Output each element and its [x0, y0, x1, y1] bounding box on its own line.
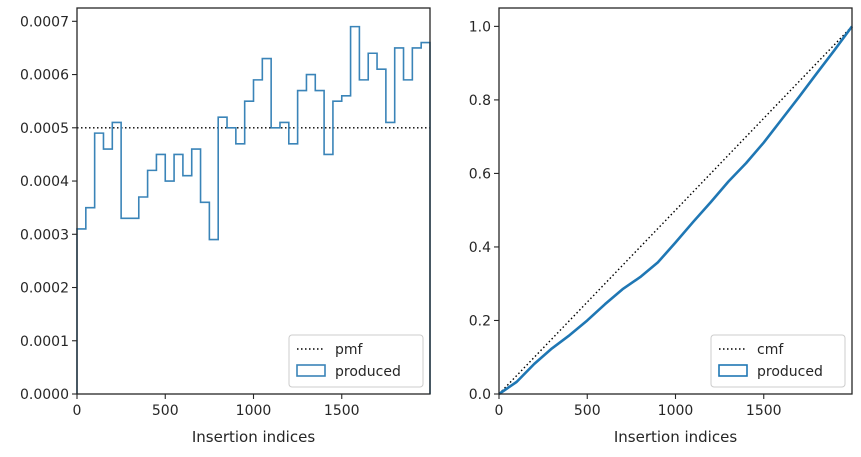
x-tick-label: 500 [574, 403, 601, 419]
left-chart-pmf: 0 500 1000 1500 0.0000 0.0001 0.0002 0.0003 0.00… [20, 7, 431, 446]
y-tick-label: 0.0005 [20, 121, 69, 137]
x-tick-label: 1000 [236, 403, 272, 419]
y-tick-label: 0.4 [469, 240, 491, 256]
y-tick-label: 0.6 [469, 166, 491, 182]
y-tick-label: 0.0000 [20, 387, 69, 403]
x-tick-label: 500 [152, 403, 179, 419]
y-tick-label: 0.0003 [20, 227, 69, 243]
x-axis-label: Insertion indices [192, 428, 315, 446]
x-tick-label: 0 [495, 403, 504, 419]
y-tick-label: 0.0007 [20, 14, 69, 30]
x-axis-label: Insertion indices [614, 428, 737, 446]
y-tick-label: 0.8 [469, 93, 491, 109]
right-chart-cmf: 0 500 1000 1500 0.0 0.2 0.4 0.6 0.8 1.0 Insertion … [469, 7, 854, 446]
x-tick-label: 1500 [324, 403, 360, 419]
legend-box [710, 334, 846, 388]
legend: cmf produced [710, 334, 846, 388]
legend-label-produced: produced [757, 364, 823, 380]
legend: pmf produced [288, 334, 424, 388]
y-tick-label: 1.0 [469, 19, 491, 35]
y-tick-label: 0.0001 [20, 334, 69, 350]
produced-series [498, 25, 854, 396]
legend-swatch-produced [296, 364, 326, 377]
y-tick-label: 0.0002 [20, 281, 69, 297]
y-tick-label: 0.0004 [20, 174, 69, 190]
legend-label-pmf: pmf [335, 342, 364, 358]
legend-swatch-produced [718, 364, 748, 377]
legend-label-produced: produced [335, 364, 401, 380]
x-tick-label: 1000 [658, 403, 694, 419]
cmf-series [498, 25, 853, 395]
y-tick-label: 0.0006 [20, 68, 69, 84]
legend-label-cmf: cmf [757, 342, 784, 358]
x-tick-label: 1500 [746, 403, 782, 419]
produced-series [76, 25, 431, 394]
y-tick-label: 0.2 [469, 313, 491, 329]
x-tick-label: 0 [73, 403, 82, 419]
legend-box [288, 334, 424, 388]
y-tick-label: 0.0 [469, 387, 491, 403]
